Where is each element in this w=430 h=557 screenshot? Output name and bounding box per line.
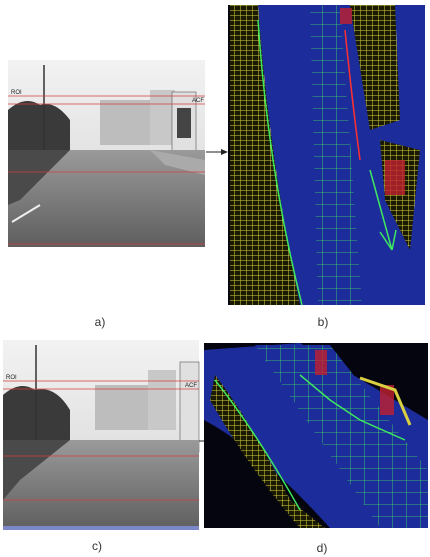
- caption-d: d): [317, 541, 328, 555]
- roi-tag: ROI: [6, 375, 17, 381]
- caption-c: c): [92, 539, 102, 553]
- grid-view-d: [204, 343, 428, 528]
- arrow: [206, 149, 228, 155]
- roi-tag: ROI: [11, 90, 22, 96]
- caption-b: b): [318, 315, 329, 329]
- photo-c: ROI ACF: [3, 340, 199, 530]
- figure: ROI ACF a) b) ROI A: [0, 0, 430, 557]
- caption-a: a): [95, 315, 106, 329]
- photo-a: ROI ACF: [8, 60, 205, 247]
- acf-tag: ACF: [192, 98, 204, 104]
- acf-tag: ACF: [185, 383, 197, 389]
- grid-view-b: [228, 5, 425, 305]
